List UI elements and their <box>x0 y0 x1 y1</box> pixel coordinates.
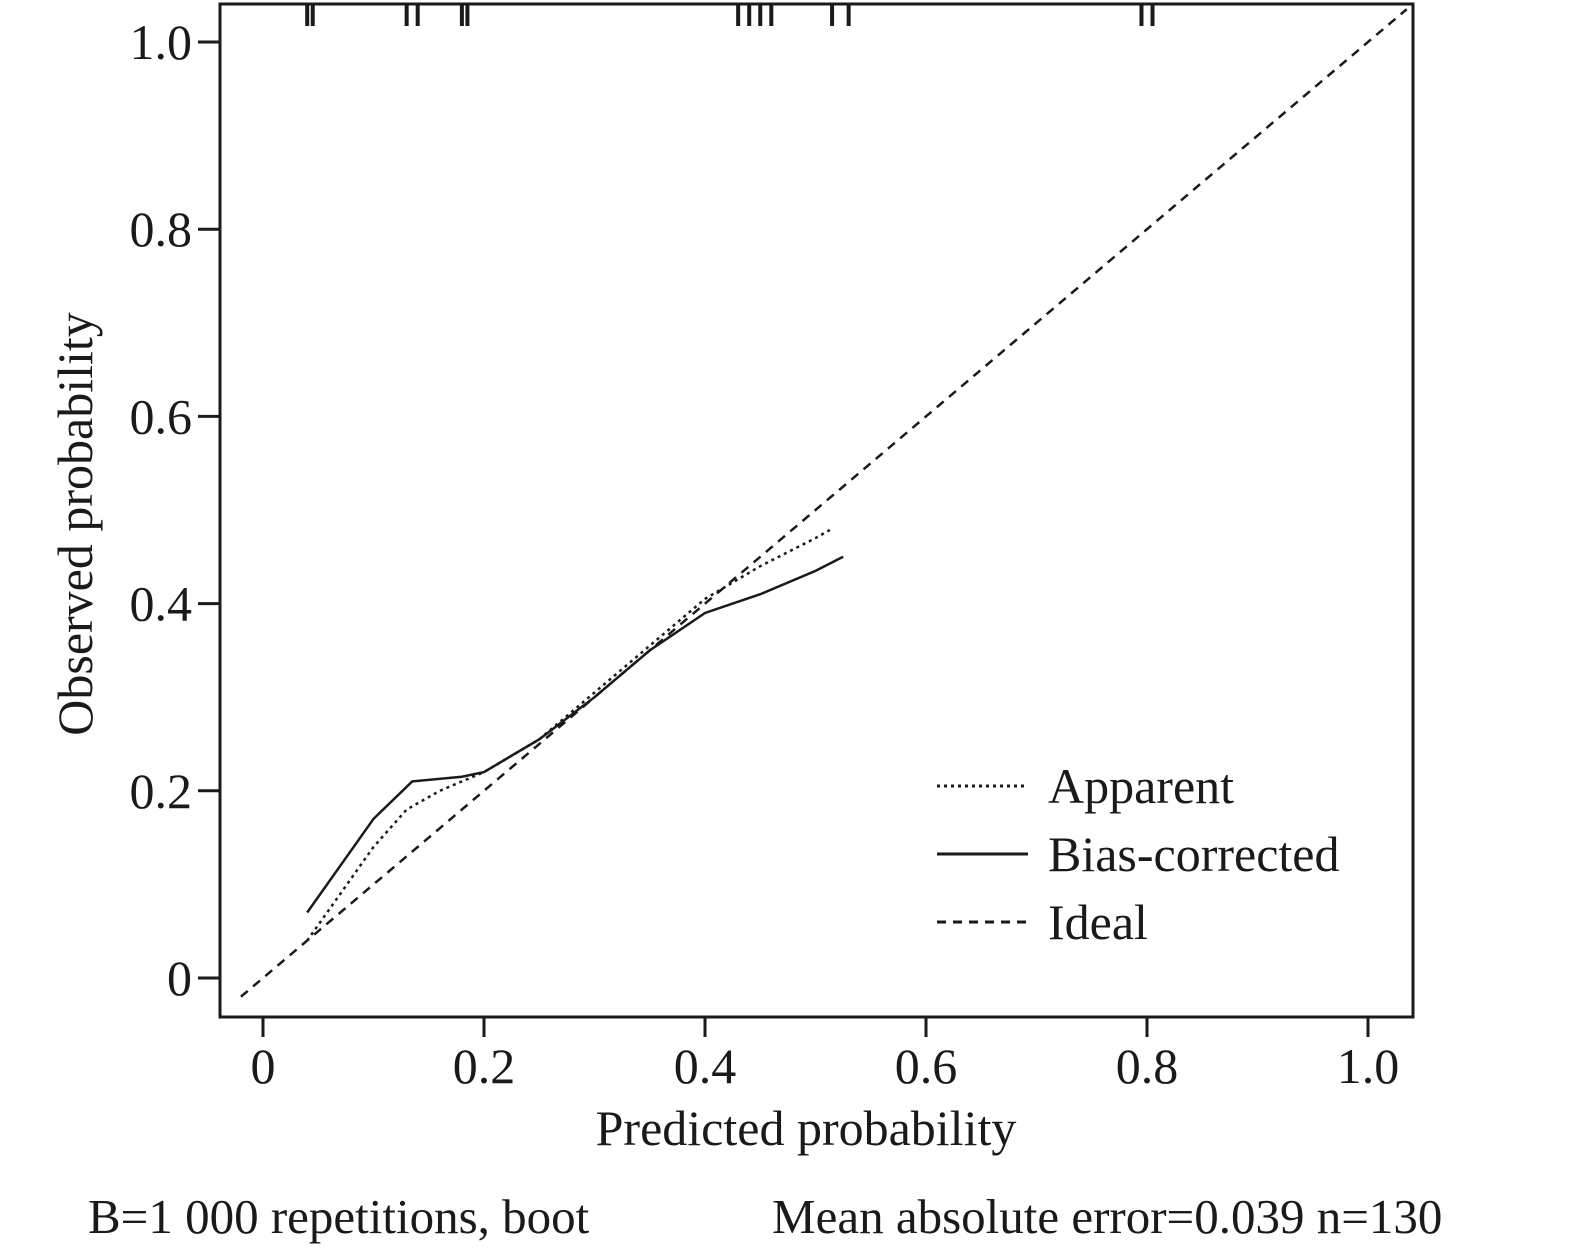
y-tick-label-2: 0.4 <box>130 576 193 632</box>
y-tick-label-0: 0 <box>167 950 192 1006</box>
x-tick-label-4: 0.8 <box>1116 1038 1179 1094</box>
rug-marks <box>305 4 1155 26</box>
y-axis: 0 0.2 0.4 0.6 0.8 1.0 <box>130 14 220 1006</box>
x-tick-label-1: 0.2 <box>453 1038 516 1094</box>
plot-frame <box>218 2 1415 1019</box>
x-axis: 0 0.2 0.4 0.6 0.8 1.0 <box>251 1017 1400 1094</box>
legend-label-bias-corrected: Bias-corrected <box>1048 826 1340 882</box>
y-tick-label-5: 1.0 <box>130 14 193 70</box>
legend-label-apparent: Apparent <box>1048 758 1234 814</box>
x-axis-title: Predicted probability <box>596 1100 1017 1156</box>
x-tick-label-3: 0.6 <box>895 1038 958 1094</box>
y-axis-title: Observed probability <box>47 312 103 736</box>
y-tick-label-1: 0.2 <box>130 763 193 819</box>
legend-label-ideal: Ideal <box>1048 894 1148 950</box>
y-tick-label-3: 0.6 <box>130 388 193 444</box>
x-tick-label-0: 0 <box>251 1038 276 1094</box>
legend: Apparent Bias-corrected Ideal <box>937 758 1340 950</box>
series-line-bias-corrected <box>306 555 844 914</box>
series-line-apparent <box>306 527 833 942</box>
series-lines <box>240 8 1408 998</box>
footer-error-note: Mean absolute error=0.039 n=130 <box>772 1189 1443 1244</box>
footer-bootstrap-note: B=1 000 repetitions, boot <box>88 1189 590 1244</box>
x-tick-label-2: 0.4 <box>674 1038 737 1094</box>
x-tick-label-5: 1.0 <box>1337 1038 1400 1094</box>
y-tick-label-4: 0.8 <box>130 201 193 257</box>
